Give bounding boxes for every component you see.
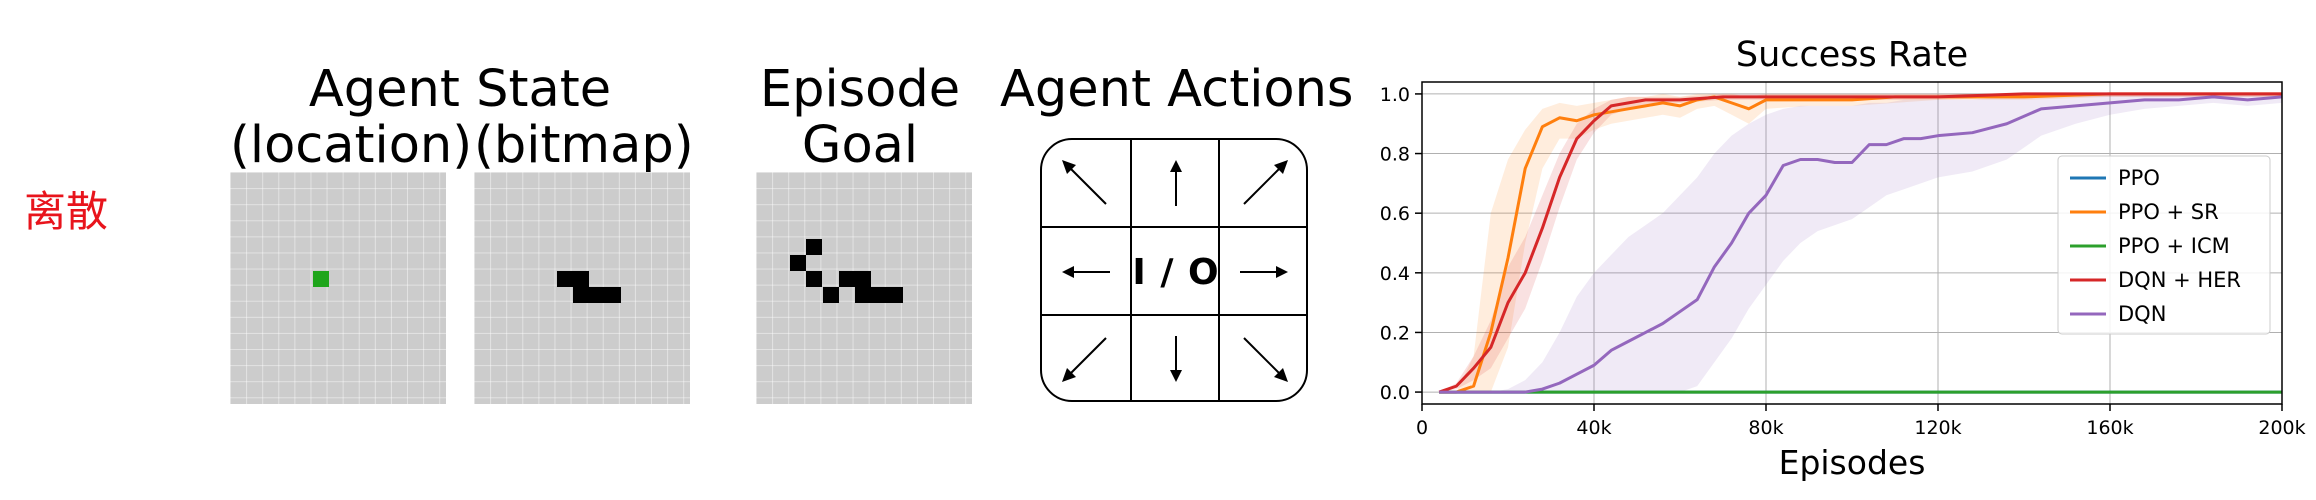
arrow-right-icon [1240, 266, 1288, 278]
x-tick-label: 40k [1576, 417, 1611, 439]
bitmap-label: (bitmap) [474, 116, 694, 175]
y-tick-label: 0.8 [1380, 144, 1410, 166]
agent-state-title: Agent State [308, 60, 612, 119]
success-rate-chart: 0 40k 80k 120k 160k 200k 0.0 0.2 0.4 0.6 0.8 1.0 Suc… [1380, 35, 2306, 482]
legend-label: DQN + HER [2118, 268, 2241, 292]
bitmap-cell [573, 287, 589, 303]
episode-goal-title-line2: Goal [801, 116, 919, 175]
legend-box [2057, 155, 2271, 335]
goal-cell [855, 271, 871, 287]
plot-frame [1421, 81, 2283, 405]
x-tick-label: 0 [1416, 417, 1428, 439]
y-tick-label: 0.2 [1380, 322, 1410, 344]
y-tick-label: 0.0 [1380, 382, 1410, 404]
pad-divider [1218, 140, 1220, 400]
action-pad: I / O [1040, 138, 1308, 402]
goal-cell [855, 287, 871, 303]
agent-actions-title: Agent Actions [1000, 60, 1354, 119]
x-tick-label: 200k [2258, 417, 2305, 439]
series-band [1439, 93, 2282, 393]
goal-cell [790, 255, 806, 271]
series-line [1438, 92, 2282, 394]
x-tick-label: 80k [1748, 417, 1783, 439]
bitmap-grid [474, 172, 690, 404]
bitmap-cell [573, 271, 589, 287]
goal-cell [806, 271, 822, 287]
goal-grid [756, 172, 972, 404]
x-axis-label: Episodes [1779, 443, 1926, 482]
y-tick-label: 1.0 [1380, 84, 1410, 106]
legend-label: PPO + SR [2118, 200, 2219, 224]
y-tick-label: 0.4 [1380, 263, 1410, 285]
episode-goal-title-line1: Episode [759, 60, 961, 119]
bitmap-cell [557, 271, 573, 287]
arrow-down-left-icon [1062, 337, 1107, 382]
pad-divider [1130, 140, 1132, 400]
goal-cell [806, 239, 822, 255]
series-line [1439, 95, 2283, 394]
arrow-up-left-icon [1062, 160, 1107, 205]
bitmap-cell [605, 287, 621, 303]
x-tick-label: 120k [1914, 417, 1961, 439]
arrow-left-icon [1062, 266, 1110, 278]
legend-label: DQN [2118, 302, 2166, 326]
arrow-up-icon [1170, 160, 1182, 206]
arrow-down-right-icon [1243, 337, 1288, 382]
arrow-down-icon [1170, 336, 1182, 382]
bitmap-cell [589, 287, 605, 303]
goal-cell [887, 287, 903, 303]
x-tick-label: 160k [2086, 417, 2133, 439]
legend-label: PPO + ICM [2118, 234, 2230, 258]
arrow-up-right-icon [1243, 160, 1288, 205]
pad-divider [1042, 314, 1306, 316]
location-label: (location) [230, 116, 473, 175]
io-label: I / O [1132, 251, 1220, 293]
legend-label: PPO [2118, 166, 2160, 190]
chart-title: Success Rate [1736, 35, 1968, 75]
goal-cell [871, 287, 887, 303]
location-grid [230, 172, 446, 404]
y-tick-label: 0.6 [1380, 203, 1410, 225]
goal-cell [823, 287, 839, 303]
goal-cell [839, 271, 855, 287]
agent-location-marker [313, 271, 329, 287]
side-label: 离散 [24, 187, 109, 236]
pad-divider [1042, 226, 1306, 228]
